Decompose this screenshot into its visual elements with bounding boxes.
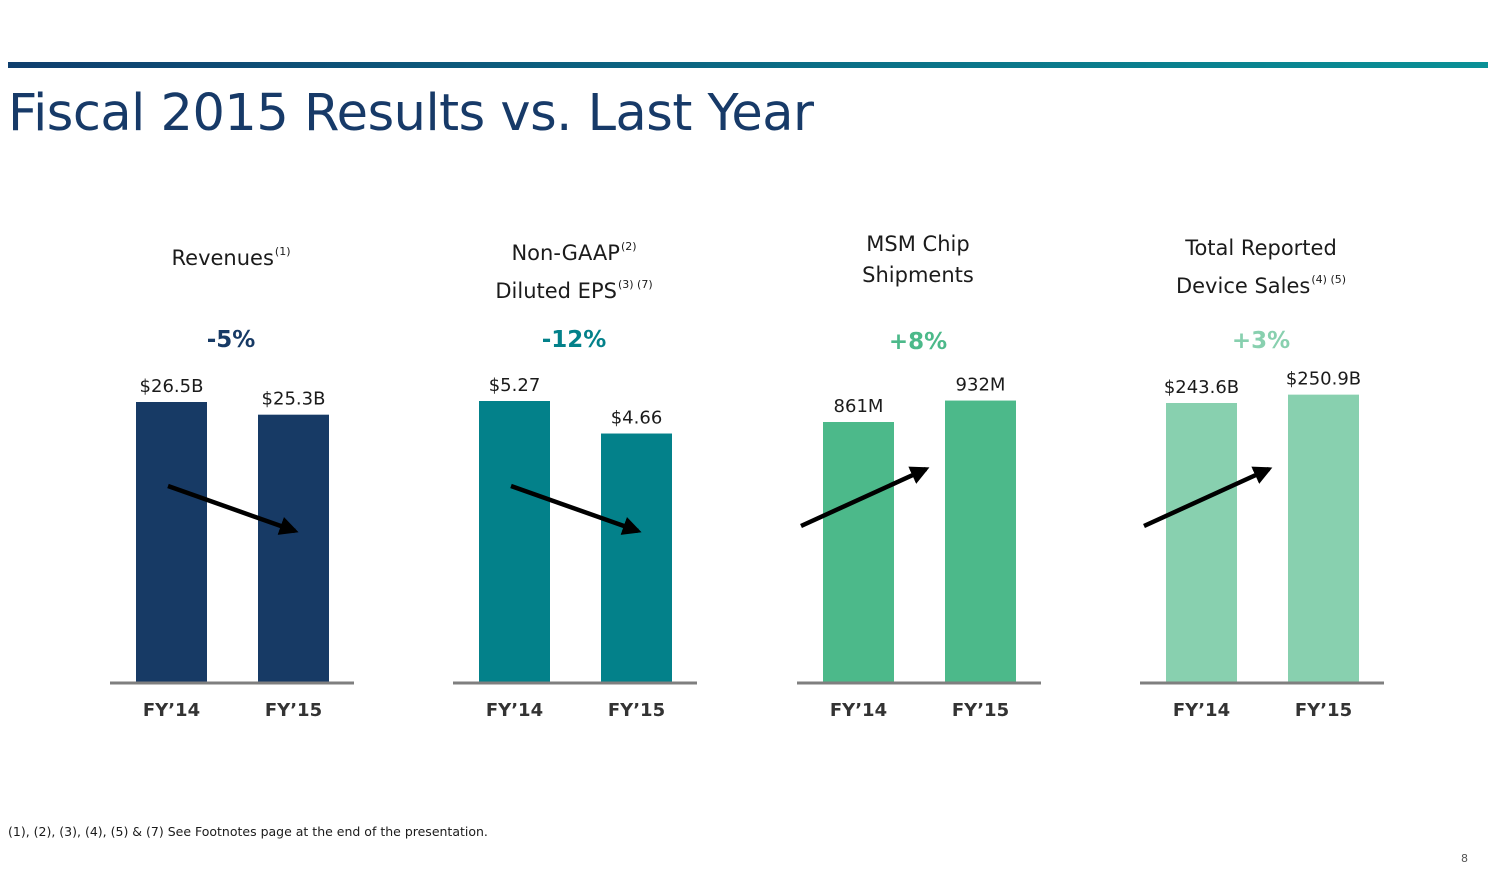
bar-fy14 bbox=[823, 422, 894, 682]
category-label: FY’14 bbox=[830, 700, 887, 721]
chart-title-line: Total Reported bbox=[1091, 233, 1431, 264]
chart-title: MSM Chip Shipments bbox=[748, 229, 1088, 291]
data-label: $4.66 bbox=[611, 408, 663, 429]
bar-fy14 bbox=[136, 402, 207, 682]
footnote: (1), (2), (3), (4), (5) & (7) See Footno… bbox=[8, 824, 488, 839]
percent-change: +8% bbox=[888, 329, 948, 355]
chart-title: Revenues(1) bbox=[61, 236, 401, 274]
trend-down-arrow-icon bbox=[510, 483, 642, 535]
bar-fy14 bbox=[1166, 403, 1237, 682]
category-label: FY’14 bbox=[1173, 700, 1230, 721]
data-label: 861M bbox=[834, 396, 884, 417]
percent-change: +3% bbox=[1231, 328, 1291, 354]
bar-chart: $243.6B FY’14 $250.9B FY’15 bbox=[1140, 369, 1384, 721]
chart-title-line: Shipments bbox=[748, 260, 1088, 291]
bar-chart: 861M FY’14 932M FY’15 bbox=[797, 375, 1041, 721]
category-label: FY’15 bbox=[1295, 700, 1352, 721]
chart-panel-2: Non-GAAP(2) Diluted EPS(3) (7) -12% $5.27 FY… bbox=[404, 0, 744, 886]
footnote-marker: (3) (7) bbox=[617, 278, 653, 291]
data-label: $243.6B bbox=[1164, 377, 1239, 398]
page-title: Fiscal 2015 Results vs. Last Year bbox=[8, 84, 814, 143]
chart-title-text: Shipments bbox=[862, 263, 974, 287]
data-label: $26.5B bbox=[140, 376, 204, 397]
category-label: FY’14 bbox=[486, 700, 543, 721]
bar-fy15 bbox=[1288, 394, 1359, 682]
chart-title-text: MSM Chip bbox=[866, 232, 970, 256]
bar-fy15 bbox=[945, 400, 1016, 682]
category-label: FY’15 bbox=[608, 700, 665, 721]
footnote-marker: (1) bbox=[274, 245, 291, 258]
bar-fy15 bbox=[258, 414, 329, 682]
trend-down-arrow-icon bbox=[167, 483, 299, 535]
chart-title: Non-GAAP(2) Diluted EPS(3) (7) bbox=[404, 231, 744, 307]
data-label: 932M bbox=[956, 375, 1006, 396]
trend-up-arrow-icon bbox=[1143, 466, 1273, 529]
trend-up-arrow-icon bbox=[800, 466, 930, 529]
category-label: FY’15 bbox=[265, 700, 322, 721]
percent-change: -5% bbox=[206, 327, 256, 353]
data-label: $25.3B bbox=[262, 389, 326, 410]
chart-title-text: Device Sales bbox=[1175, 274, 1311, 298]
bar-chart: $26.5B FY’14 $25.3B FY’15 bbox=[110, 376, 354, 721]
bar-chart: $5.27 FY’14 $4.66 FY’15 bbox=[453, 375, 697, 721]
top-accent-rule bbox=[8, 62, 1488, 68]
chart-title-line: Diluted EPS(3) (7) bbox=[404, 269, 744, 307]
chart-title-line: Non-GAAP(2) bbox=[404, 231, 744, 269]
bar-fy14 bbox=[479, 401, 550, 682]
chart-panel-4: Total Reported Device Sales(4) (5) +3% $243… bbox=[1091, 0, 1431, 886]
chart-panel-1: Revenues(1) -5% $26.5B FY’14 $25.3B FY’15 bbox=[61, 0, 401, 886]
chart-panel-3: MSM Chip Shipments +8% 861M FY’14 932M FY’15 bbox=[748, 0, 1088, 886]
bar-fy15 bbox=[601, 433, 672, 682]
chart-title-line: Device Sales(4) (5) bbox=[1091, 264, 1431, 302]
chart-title-text: Non-GAAP bbox=[511, 241, 620, 265]
page-number: 8 bbox=[1461, 852, 1468, 865]
data-label: $250.9B bbox=[1286, 369, 1361, 390]
footnote-marker: (4) (5) bbox=[1311, 273, 1347, 286]
data-label: $5.27 bbox=[489, 375, 541, 396]
footnote-marker: (2) bbox=[620, 240, 637, 253]
chart-title-text: Total Reported bbox=[1185, 236, 1337, 260]
chart-title-line: MSM Chip bbox=[748, 229, 1088, 260]
percent-change: -12% bbox=[541, 327, 607, 353]
category-label: FY’15 bbox=[952, 700, 1009, 721]
chart-title-line: Revenues(1) bbox=[61, 236, 401, 274]
category-label: FY’14 bbox=[143, 700, 200, 721]
chart-title: Total Reported Device Sales(4) (5) bbox=[1091, 233, 1431, 302]
chart-title-text: Diluted EPS bbox=[495, 279, 617, 303]
chart-title-text: Revenues bbox=[171, 246, 274, 270]
